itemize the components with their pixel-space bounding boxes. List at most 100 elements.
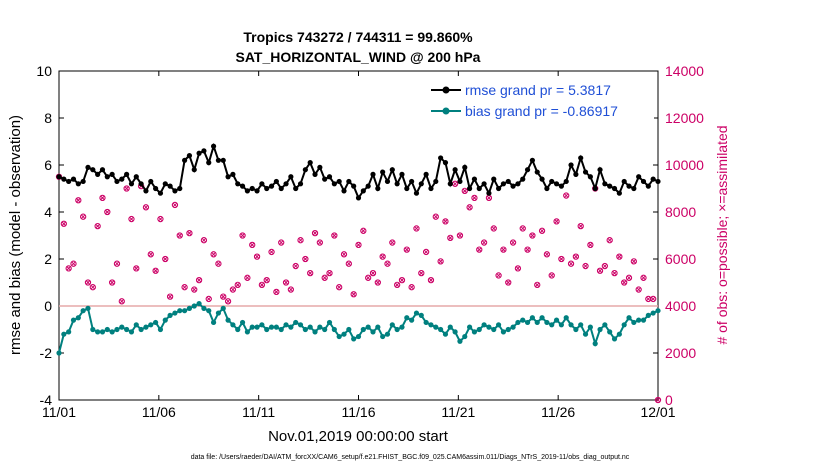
obs-possible-marker — [239, 232, 246, 239]
rmse-point — [491, 176, 497, 182]
bias-point — [616, 331, 622, 337]
obs-assimilated-marker — [172, 202, 178, 208]
rmse-point — [370, 171, 376, 177]
obs-assimilated-marker — [472, 195, 477, 201]
y2-tick-label: 4000 — [665, 298, 696, 314]
bias-point — [346, 326, 352, 333]
obs-assimilated-marker — [356, 242, 361, 248]
bias-point — [573, 326, 579, 333]
bias-point — [70, 317, 77, 323]
obs-assimilated-marker — [428, 277, 434, 283]
rmse-point — [655, 178, 661, 185]
bias-point — [438, 326, 444, 333]
obs-possible-marker — [181, 284, 188, 291]
obs-assimilated-marker — [167, 294, 173, 299]
obs-assimilated-marker — [607, 237, 613, 243]
rmse-point — [230, 171, 236, 177]
rmse-point — [283, 181, 289, 187]
bias-point — [254, 324, 260, 330]
obs-possible-marker — [307, 269, 314, 277]
rmse-point — [331, 181, 337, 187]
rmse-point — [351, 183, 357, 189]
bias-point — [447, 324, 453, 330]
rmse-point — [346, 178, 352, 185]
bias-point — [66, 329, 72, 335]
x-tick-label: 11/01 — [42, 404, 76, 420]
y-axis-left: -4 -2 0 2 4 6 8 10 — [36, 63, 64, 408]
obs-assimilated-marker — [220, 294, 226, 299]
rmse-point — [399, 171, 405, 177]
bias-point — [520, 317, 526, 323]
bias-point — [413, 310, 420, 316]
rmse-point — [529, 157, 536, 163]
obs-possible-marker — [94, 222, 101, 230]
obs-possible-marker — [529, 232, 536, 239]
legend-bias-label: bias grand pr = -0.86917 — [465, 103, 618, 119]
obs-possible-marker — [210, 251, 217, 258]
rmse-point — [616, 190, 622, 196]
obs-assimilated-marker — [230, 287, 236, 292]
obs-assimilated-marker — [486, 195, 492, 201]
bias-point — [597, 326, 603, 333]
y2-tick-label: 12000 — [665, 110, 704, 126]
obs-possible-marker — [166, 293, 174, 300]
obs-assimilated-marker — [510, 240, 516, 245]
bias-point — [109, 329, 115, 335]
obs-possible-marker — [220, 293, 227, 300]
legend-box — [428, 78, 654, 120]
bias-point — [409, 317, 415, 323]
rmse-point — [70, 176, 77, 182]
obs-possible-marker — [244, 274, 251, 281]
obs-possible-marker — [80, 213, 87, 220]
bias-point — [631, 319, 637, 326]
obs-possible-marker — [611, 269, 618, 277]
bias-point — [268, 324, 275, 330]
obs-assimilated-marker — [124, 186, 129, 191]
rmse-point — [109, 171, 115, 177]
obs-possible-marker — [171, 201, 179, 209]
obs-assimilated-marker — [385, 261, 390, 267]
rmse-point — [442, 160, 449, 166]
obs-assimilated-marker — [496, 273, 501, 278]
obs-possible-marker — [456, 232, 464, 239]
obs-assimilated-marker — [617, 254, 622, 260]
obs-possible-marker — [476, 246, 483, 253]
obs-possible-marker — [495, 272, 502, 279]
obs-possible-marker — [326, 269, 333, 277]
rmse-point — [288, 174, 294, 180]
obs-assimilated-marker — [283, 280, 289, 285]
rmse-point — [225, 174, 231, 180]
rmse-point — [90, 167, 96, 173]
obs-assimilated-marker — [322, 275, 328, 281]
obs-assimilated-marker — [645, 296, 651, 302]
rmse-point — [114, 178, 120, 185]
bias-point — [75, 315, 81, 321]
y-tick-label: 2 — [44, 251, 52, 267]
rmse-point — [244, 188, 250, 194]
bias-point — [607, 329, 613, 335]
obs-possible-marker — [268, 248, 275, 256]
obs-possible-marker — [389, 239, 396, 246]
bias-point — [355, 333, 362, 340]
rmse-point — [602, 181, 608, 187]
bias-point — [592, 341, 598, 347]
obs-possible-marker — [234, 281, 241, 288]
obs-assimilated-marker — [317, 240, 323, 245]
obs-possible-marker — [606, 237, 613, 244]
obs-assimilated-marker — [206, 296, 212, 302]
obs-possible-marker — [447, 234, 454, 241]
bias-point — [481, 322, 487, 328]
obs-possible-marker — [195, 276, 203, 284]
rmse-point — [307, 160, 313, 166]
rmse-point — [592, 185, 598, 192]
obs-assimilated-marker — [331, 233, 337, 238]
obs-assimilated-marker — [191, 287, 197, 292]
obs-assimilated-marker — [71, 261, 76, 267]
bias-point — [259, 322, 265, 328]
rmse-point — [549, 178, 555, 185]
obs-possible-marker — [500, 246, 507, 253]
y-tick-label: 6 — [44, 157, 52, 173]
rmse-point — [418, 181, 424, 187]
obs-assimilated-marker — [162, 256, 168, 262]
obs-possible-marker — [543, 251, 551, 258]
